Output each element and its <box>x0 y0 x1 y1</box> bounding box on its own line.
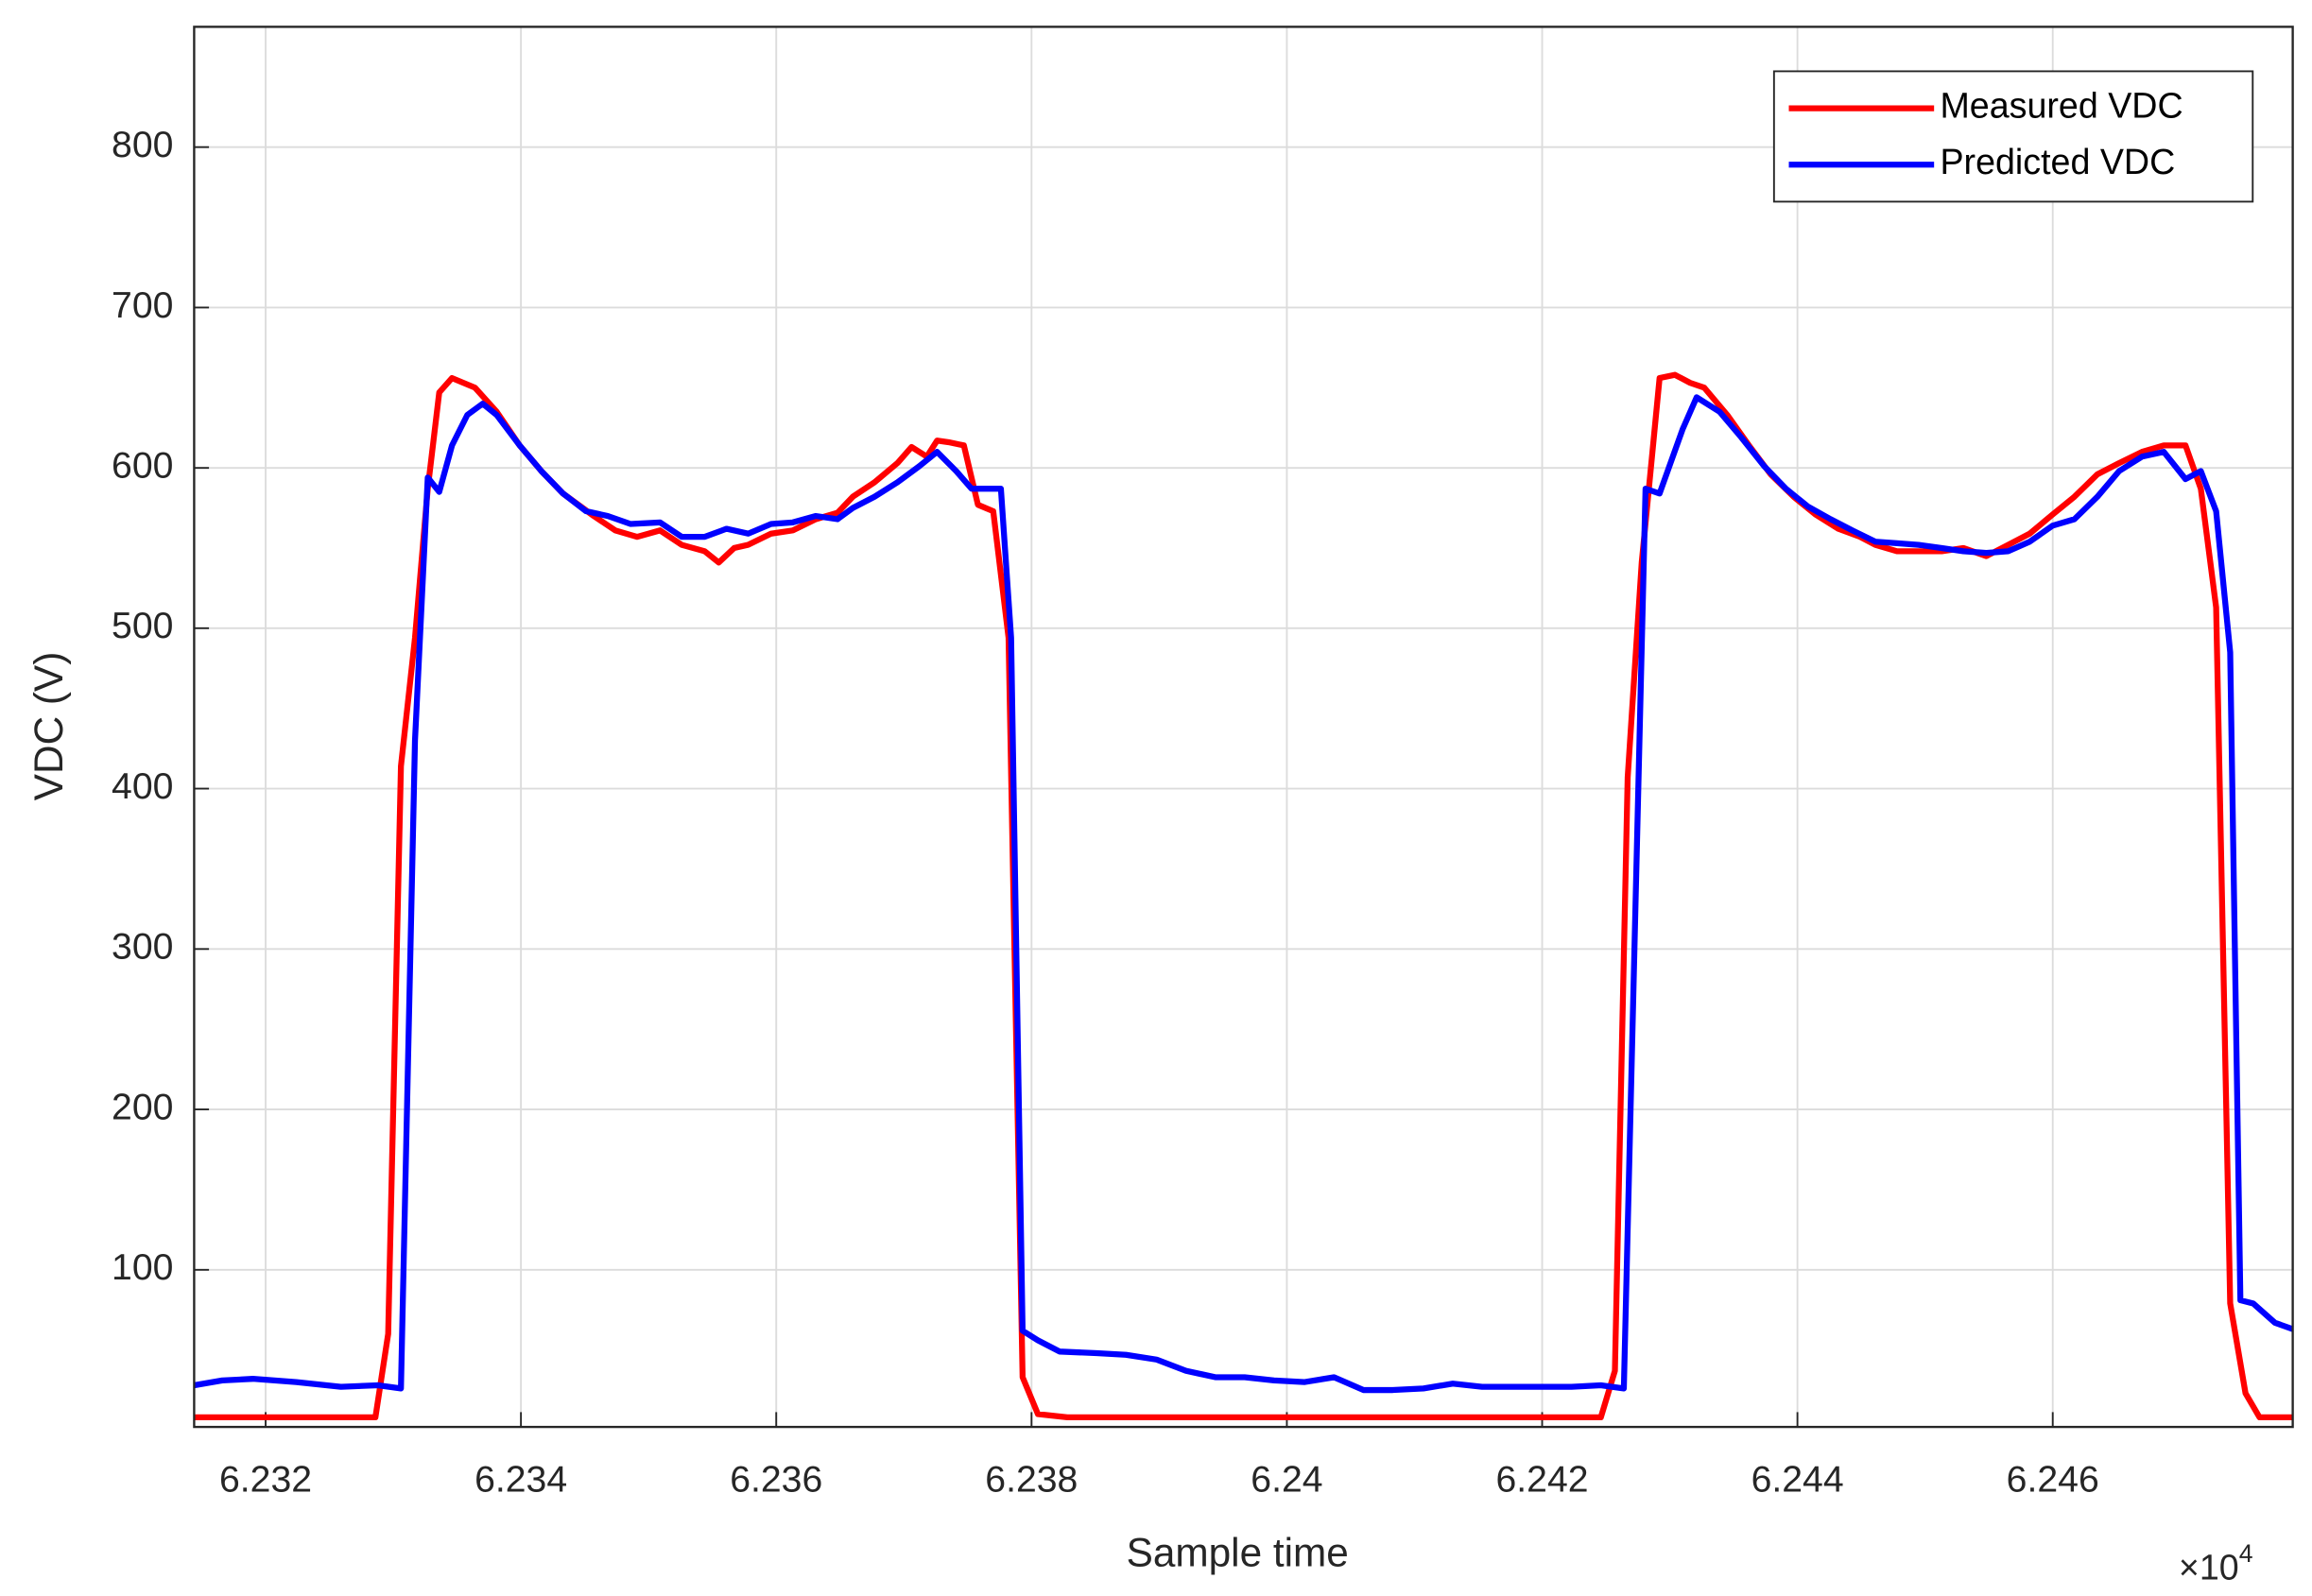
data-line <box>193 394 2294 1394</box>
legend: Measured VDC Predicted VDC <box>1772 70 2254 203</box>
x-tick-label: 6.232 <box>219 1459 312 1500</box>
legend-label: Measured VDC <box>1940 86 2183 126</box>
x-multiplier: ×104 <box>2179 1539 2253 1587</box>
y-axis-label: VDC (V) <box>26 652 71 801</box>
x-axis-label: Sample time <box>1127 1530 1349 1574</box>
y-tick-label: 500 <box>112 606 173 646</box>
plot-lines <box>193 371 2294 1421</box>
y-tick-label: 600 <box>112 445 173 486</box>
y-tick-label: 100 <box>112 1247 173 1288</box>
x-multiplier-exponent: 4 <box>2239 1539 2253 1568</box>
axes-box <box>193 26 2294 1429</box>
y-tick-label: 200 <box>112 1087 173 1127</box>
x-multiplier-base: ×10 <box>2179 1548 2239 1587</box>
y-tick-label: 700 <box>112 285 173 326</box>
legend-label: Predicted VDC <box>1940 142 2175 181</box>
y-tick-label: 300 <box>112 927 173 968</box>
legend-box <box>1772 70 2254 203</box>
y-tick-label: 800 <box>112 125 173 165</box>
x-tick-label: 6.234 <box>474 1459 567 1500</box>
tick-labels: 6.232 6.234 6.236 6.238 6.24 6.242 6.244 6.246 1… <box>112 125 2099 1500</box>
x-tick-label: 6.246 <box>2007 1459 2099 1500</box>
x-tick-label: 6.242 <box>1495 1459 1588 1500</box>
x-tick-label: 6.244 <box>1751 1459 1844 1500</box>
x-tick-label: 6.238 <box>985 1459 1078 1500</box>
x-tick-label: 6.24 <box>1251 1459 1322 1500</box>
y-tick-label: 400 <box>112 766 173 807</box>
grid <box>194 26 2293 1428</box>
x-tick-label: 6.236 <box>730 1459 822 1500</box>
